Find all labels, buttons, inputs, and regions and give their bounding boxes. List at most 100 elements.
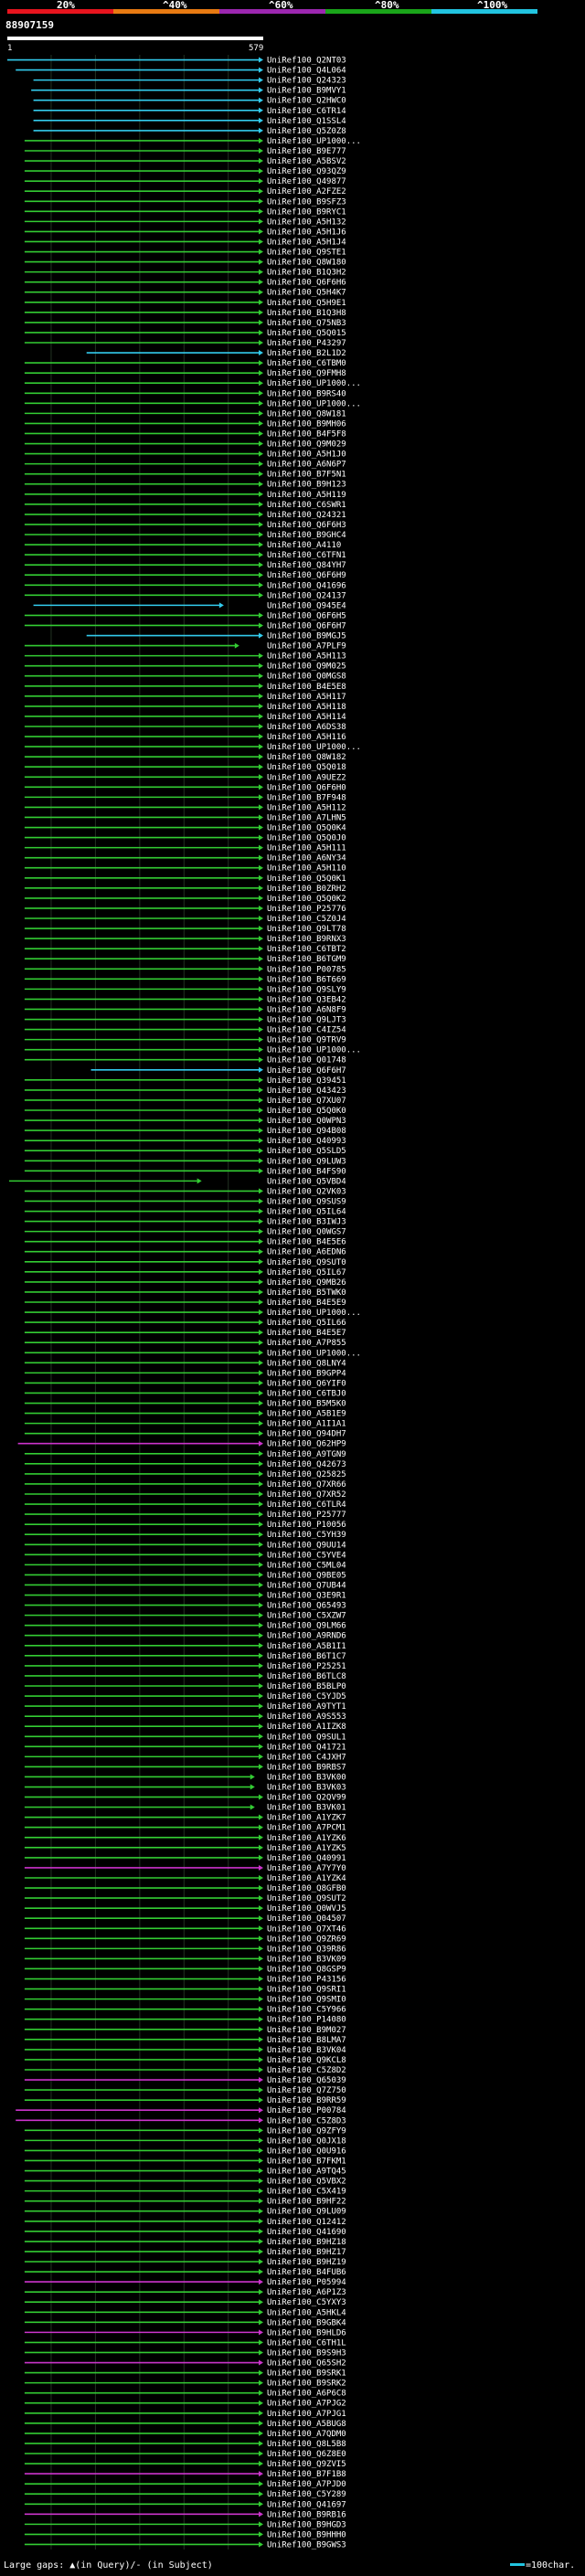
hit-label[interactable]: UniRef100_C6TBJ0 [267,1389,346,1398]
hit-label[interactable]: UniRef100_Q5Q0K0 [267,1107,346,1116]
hit-label[interactable]: UniRef100_UP1000... [267,379,361,388]
hit-label[interactable]: UniRef100_Q62HP9 [267,1440,346,1449]
hit-label[interactable]: UniRef100_Q93QZ9 [267,167,346,176]
hit-label[interactable]: UniRef100_A5H113 [267,652,346,662]
hit-label[interactable]: UniRef100_A9UEZ2 [267,773,346,782]
hit-label[interactable]: UniRef100_UP1000... [267,1349,361,1358]
hit-label[interactable]: UniRef100_Q9LT78 [267,925,346,934]
hit-label[interactable]: UniRef100_B9GPP4 [267,1369,346,1378]
hit-label[interactable]: UniRef100_C5YH39 [267,1531,346,1540]
hit-label[interactable]: UniRef100_A1YZK5 [267,1844,346,1853]
hit-label[interactable]: UniRef100_A5H1J4 [267,238,346,247]
hit-label[interactable]: UniRef100_Q9FMH8 [267,369,346,378]
hit-label[interactable]: UniRef100_B7F5N1 [267,471,346,480]
hit-label[interactable]: UniRef100_A5BUG8 [267,2420,346,2429]
hit-label[interactable]: UniRef100_B9MH06 [267,419,346,429]
hit-label[interactable]: UniRef100_B5TWK0 [267,1288,346,1298]
hit-label[interactable]: UniRef100_C5ML04 [267,1561,346,1570]
hit-label[interactable]: UniRef100_A9TGN9 [267,1450,346,1459]
hit-label[interactable]: UniRef100_Q3EB42 [267,995,346,1004]
hit-label[interactable]: UniRef100_B6TLC8 [267,1672,346,1681]
hit-label[interactable]: UniRef100_Q9BE05 [267,1571,346,1580]
hit-label[interactable]: UniRef100_A7PJG1 [267,2410,346,2419]
hit-label[interactable]: UniRef100_Q5IL67 [267,1268,346,1277]
hit-label[interactable]: UniRef100_Q6F6H0 [267,783,346,792]
hit-label[interactable]: UniRef100_Q94B08 [267,1127,346,1136]
hit-label[interactable]: UniRef100_B8LMA7 [267,2036,346,2045]
hit-label[interactable]: UniRef100_P00785 [267,965,346,974]
hit-label[interactable]: UniRef100_Q2VK03 [267,1187,346,1196]
hit-label[interactable]: UniRef100_B6TGM9 [267,955,346,964]
hit-label[interactable]: UniRef100_Q7XU07 [267,1097,346,1106]
hit-label[interactable]: UniRef100_B6T669 [267,975,346,984]
hit-label[interactable]: UniRef100_Q9STE1 [267,249,346,258]
hit-label[interactable]: UniRef100_A9TQ45 [267,2168,346,2177]
hit-label[interactable]: UniRef100_Q43423 [267,1087,346,1096]
hit-label[interactable]: UniRef100_Q9ZR69 [267,1935,346,1944]
hit-label[interactable]: UniRef100_A6N8F9 [267,1005,346,1014]
hit-label[interactable]: UniRef100_B9HF22 [267,2198,346,2207]
hit-label[interactable]: UniRef100_B9HZ19 [267,2258,346,2267]
hit-label[interactable]: UniRef100_A5H110 [267,864,346,874]
hit-label[interactable]: UniRef100_A5H132 [267,217,346,227]
hit-label[interactable]: UniRef100_A7PJD0 [267,2480,346,2489]
hit-label[interactable]: UniRef100_B9RBS7 [267,1763,346,1772]
hit-label[interactable]: UniRef100_Q8GFB0 [267,1884,346,1893]
hit-label[interactable]: UniRef100_Q01748 [267,1056,346,1065]
hit-label[interactable]: UniRef100_Q65039 [267,2076,346,2085]
hit-label[interactable]: UniRef100_B3VK00 [267,1773,346,1782]
hit-label[interactable]: UniRef100_Q25825 [267,1470,346,1479]
hit-label[interactable]: UniRef100_Q41721 [267,1743,346,1752]
hit-label[interactable]: UniRef100_Q84YH7 [267,561,346,570]
hit-label[interactable]: UniRef100_B3VK03 [267,1784,346,1793]
hit-label[interactable]: UniRef100_A5H118 [267,703,346,712]
hit-label[interactable]: UniRef100_B9RR59 [267,2096,346,2105]
hit-label[interactable]: UniRef100_Q5H4K7 [267,289,346,298]
hit-label[interactable]: UniRef100_C6SWR1 [267,501,346,510]
hit-label[interactable]: UniRef100_A7PLF9 [267,642,346,652]
hit-label[interactable]: UniRef100_P14080 [267,2016,346,2025]
hit-label[interactable]: UniRef100_B9RB16 [267,2510,346,2519]
hit-label[interactable]: UniRef100_B9E777 [267,147,346,156]
hit-label[interactable]: UniRef100_Q65SH2 [267,2359,346,2369]
hit-label[interactable]: UniRef100_Q9LM66 [267,1622,346,1631]
hit-label[interactable]: UniRef100_A1YZK7 [267,1814,346,1823]
hit-label[interactable]: UniRef100_Q3E9R1 [267,1592,346,1601]
hit-label[interactable]: UniRef100_A7PJG2 [267,2400,346,2409]
hit-label[interactable]: UniRef100_B1Q3H2 [267,269,346,278]
hit-label[interactable]: UniRef100_A5H112 [267,803,346,812]
hit-label[interactable]: UniRef100_B9S9H3 [267,2348,346,2358]
hit-label[interactable]: UniRef100_B9H123 [267,481,346,490]
hit-label[interactable]: UniRef100_B9RS40 [267,389,346,398]
hit-label[interactable]: UniRef100_P05994 [267,2278,346,2287]
hit-label[interactable]: UniRef100_Q7Z750 [267,2086,346,2095]
hit-label[interactable]: UniRef100_Q6YIF0 [267,1379,346,1388]
hit-label[interactable]: UniRef100_Q9SUT2 [267,1894,346,1903]
hit-label[interactable]: UniRef100_Q42673 [267,1460,346,1469]
hit-label[interactable]: UniRef100_Q5Q018 [267,763,346,772]
hit-label[interactable]: UniRef100_Q5Z0Z8 [267,127,346,136]
hit-label[interactable]: UniRef100_P43297 [267,339,346,348]
hit-label[interactable]: UniRef100_B4E5E7 [267,1329,346,1338]
hit-label[interactable]: UniRef100_C5XZW7 [267,1612,346,1621]
hit-label[interactable]: UniRef100_Q24323 [267,77,346,86]
hit-label[interactable]: UniRef100_Q6F6H5 [267,611,346,620]
hit-label[interactable]: UniRef100_Q5IL64 [267,1208,346,1217]
hit-label[interactable]: UniRef100_Q7XR52 [267,1490,346,1500]
hit-label[interactable]: UniRef100_P25251 [267,1662,346,1671]
hit-label[interactable]: UniRef100_UP1000... [267,743,361,752]
hit-label[interactable]: UniRef100_Q75NB3 [267,319,346,328]
hit-label[interactable]: UniRef100_Q5H9E1 [267,299,346,308]
hit-label[interactable]: UniRef100_Q12412 [267,2218,346,2227]
hit-label[interactable]: UniRef100_Q8W182 [267,753,346,762]
hit-label[interactable]: UniRef100_B5M5K0 [267,1400,346,1409]
hit-label[interactable]: UniRef100_C5Z8D2 [267,2066,346,2075]
hit-label[interactable]: UniRef100_P25777 [267,1511,346,1520]
hit-label[interactable]: UniRef100_A6P1Z3 [267,2288,346,2297]
hit-label[interactable]: UniRef100_Q9ZVI5 [267,2460,346,2469]
hit-label[interactable]: UniRef100_Q7XT46 [267,1924,346,1934]
hit-label[interactable]: UniRef100_Q9SUS9 [267,1197,346,1206]
hit-label[interactable]: UniRef100_C6TR14 [267,107,346,116]
hit-label[interactable]: UniRef100_Q9LUW3 [267,1157,346,1166]
hit-label[interactable]: UniRef100_Q41697 [267,2500,346,2509]
